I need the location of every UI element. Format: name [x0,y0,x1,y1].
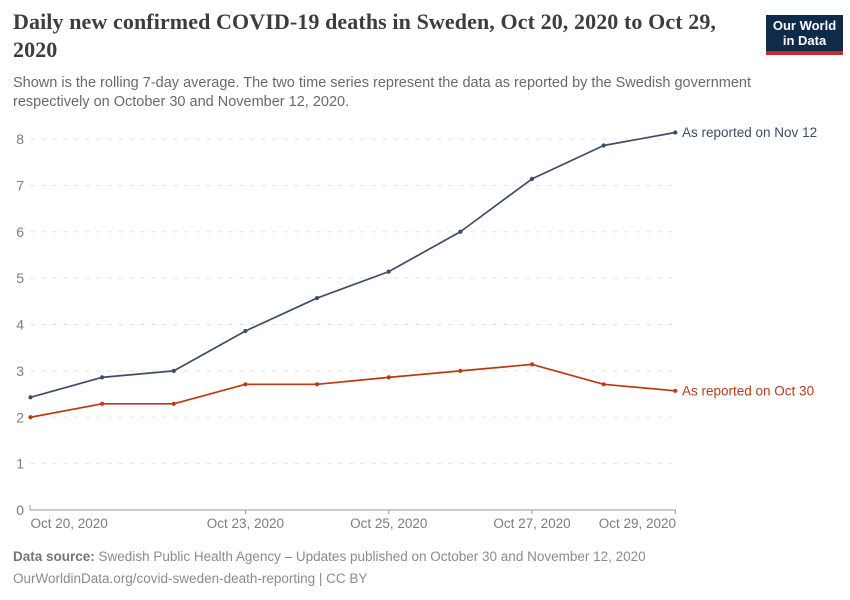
owid-logo-line1: Our World [772,18,837,33]
data-point[interactable] [100,401,105,406]
data-source-label: Data source: [13,549,95,564]
x-axis-tick-label: Oct 20, 2020 [31,516,108,531]
owid-logo-line2: in Data [782,32,827,48]
data-point[interactable] [314,295,320,301]
data-point[interactable] [601,143,606,148]
data-point[interactable] [458,368,463,373]
data-point[interactable] [314,382,320,387]
data-point[interactable] [529,362,535,367]
y-axis-tick-label: 7 [16,177,24,193]
data-point[interactable] [243,382,248,387]
series-end-label: As reported on Nov 12 [682,125,817,140]
series-line[interactable] [29,363,677,419]
chart-title: Daily new confirmed COVID-19 deaths in S… [13,9,717,62]
x-axis-tick-label: Oct 27, 2020 [493,516,570,531]
chart-subtitle: Shown is the rolling 7-day average. The … [13,75,752,110]
data-point[interactable] [673,388,678,393]
series-line[interactable] [29,131,677,399]
x-axis-tick-label: Oct 29, 2020 [599,516,676,531]
data-point[interactable] [171,368,176,373]
y-axis-tick-label: 0 [16,502,24,518]
y-axis-tick-label: 1 [16,456,24,472]
y-axis-tick-label: 5 [16,270,24,286]
x-axis-tick-label: Oct 23, 2020 [207,516,284,531]
line-chart[interactable]: 0 1 2 3 4 5 6 7 8 Oct 20, 2020 Oct 23, 2020 Oct 25,… [0,118,850,548]
data-point[interactable] [28,395,33,400]
data-point[interactable] [386,375,391,380]
owid-logo[interactable]: Our World in Data [766,15,843,55]
data-point[interactable] [673,130,678,135]
data-point[interactable] [529,176,535,181]
x-axis-tick-label: Oct 25, 2020 [350,516,427,531]
data-point[interactable] [171,401,176,406]
y-axis-tick-label: 8 [16,131,24,147]
chart-footer: Data source: Swedish Public Health Agenc… [13,546,833,590]
data-point[interactable] [386,269,391,274]
data-source-text: Swedish Public Health Agency – Updates p… [98,549,646,564]
footer-note[interactable]: OurWorldinData.org/covid-sweden-death-re… [13,571,368,586]
data-point[interactable] [28,415,33,420]
series-end-label: As reported on Oct 30 [682,383,814,398]
data-point[interactable] [243,328,248,334]
y-axis-tick-label: 4 [16,317,24,333]
data-point[interactable] [458,229,463,234]
y-axis-tick-label: 6 [16,224,24,240]
chart-canvas: 0 1 2 3 4 5 6 7 8 Oct 20, 2020 Oct 23, 2020 Oct 25,… [16,125,817,531]
data-point[interactable] [601,382,606,387]
y-axis-tick-label: 2 [16,409,24,425]
data-source-line: Data source: Swedish Public Health Agenc… [13,546,833,568]
data-point[interactable] [100,375,105,380]
y-axis-tick-label: 3 [16,363,24,379]
